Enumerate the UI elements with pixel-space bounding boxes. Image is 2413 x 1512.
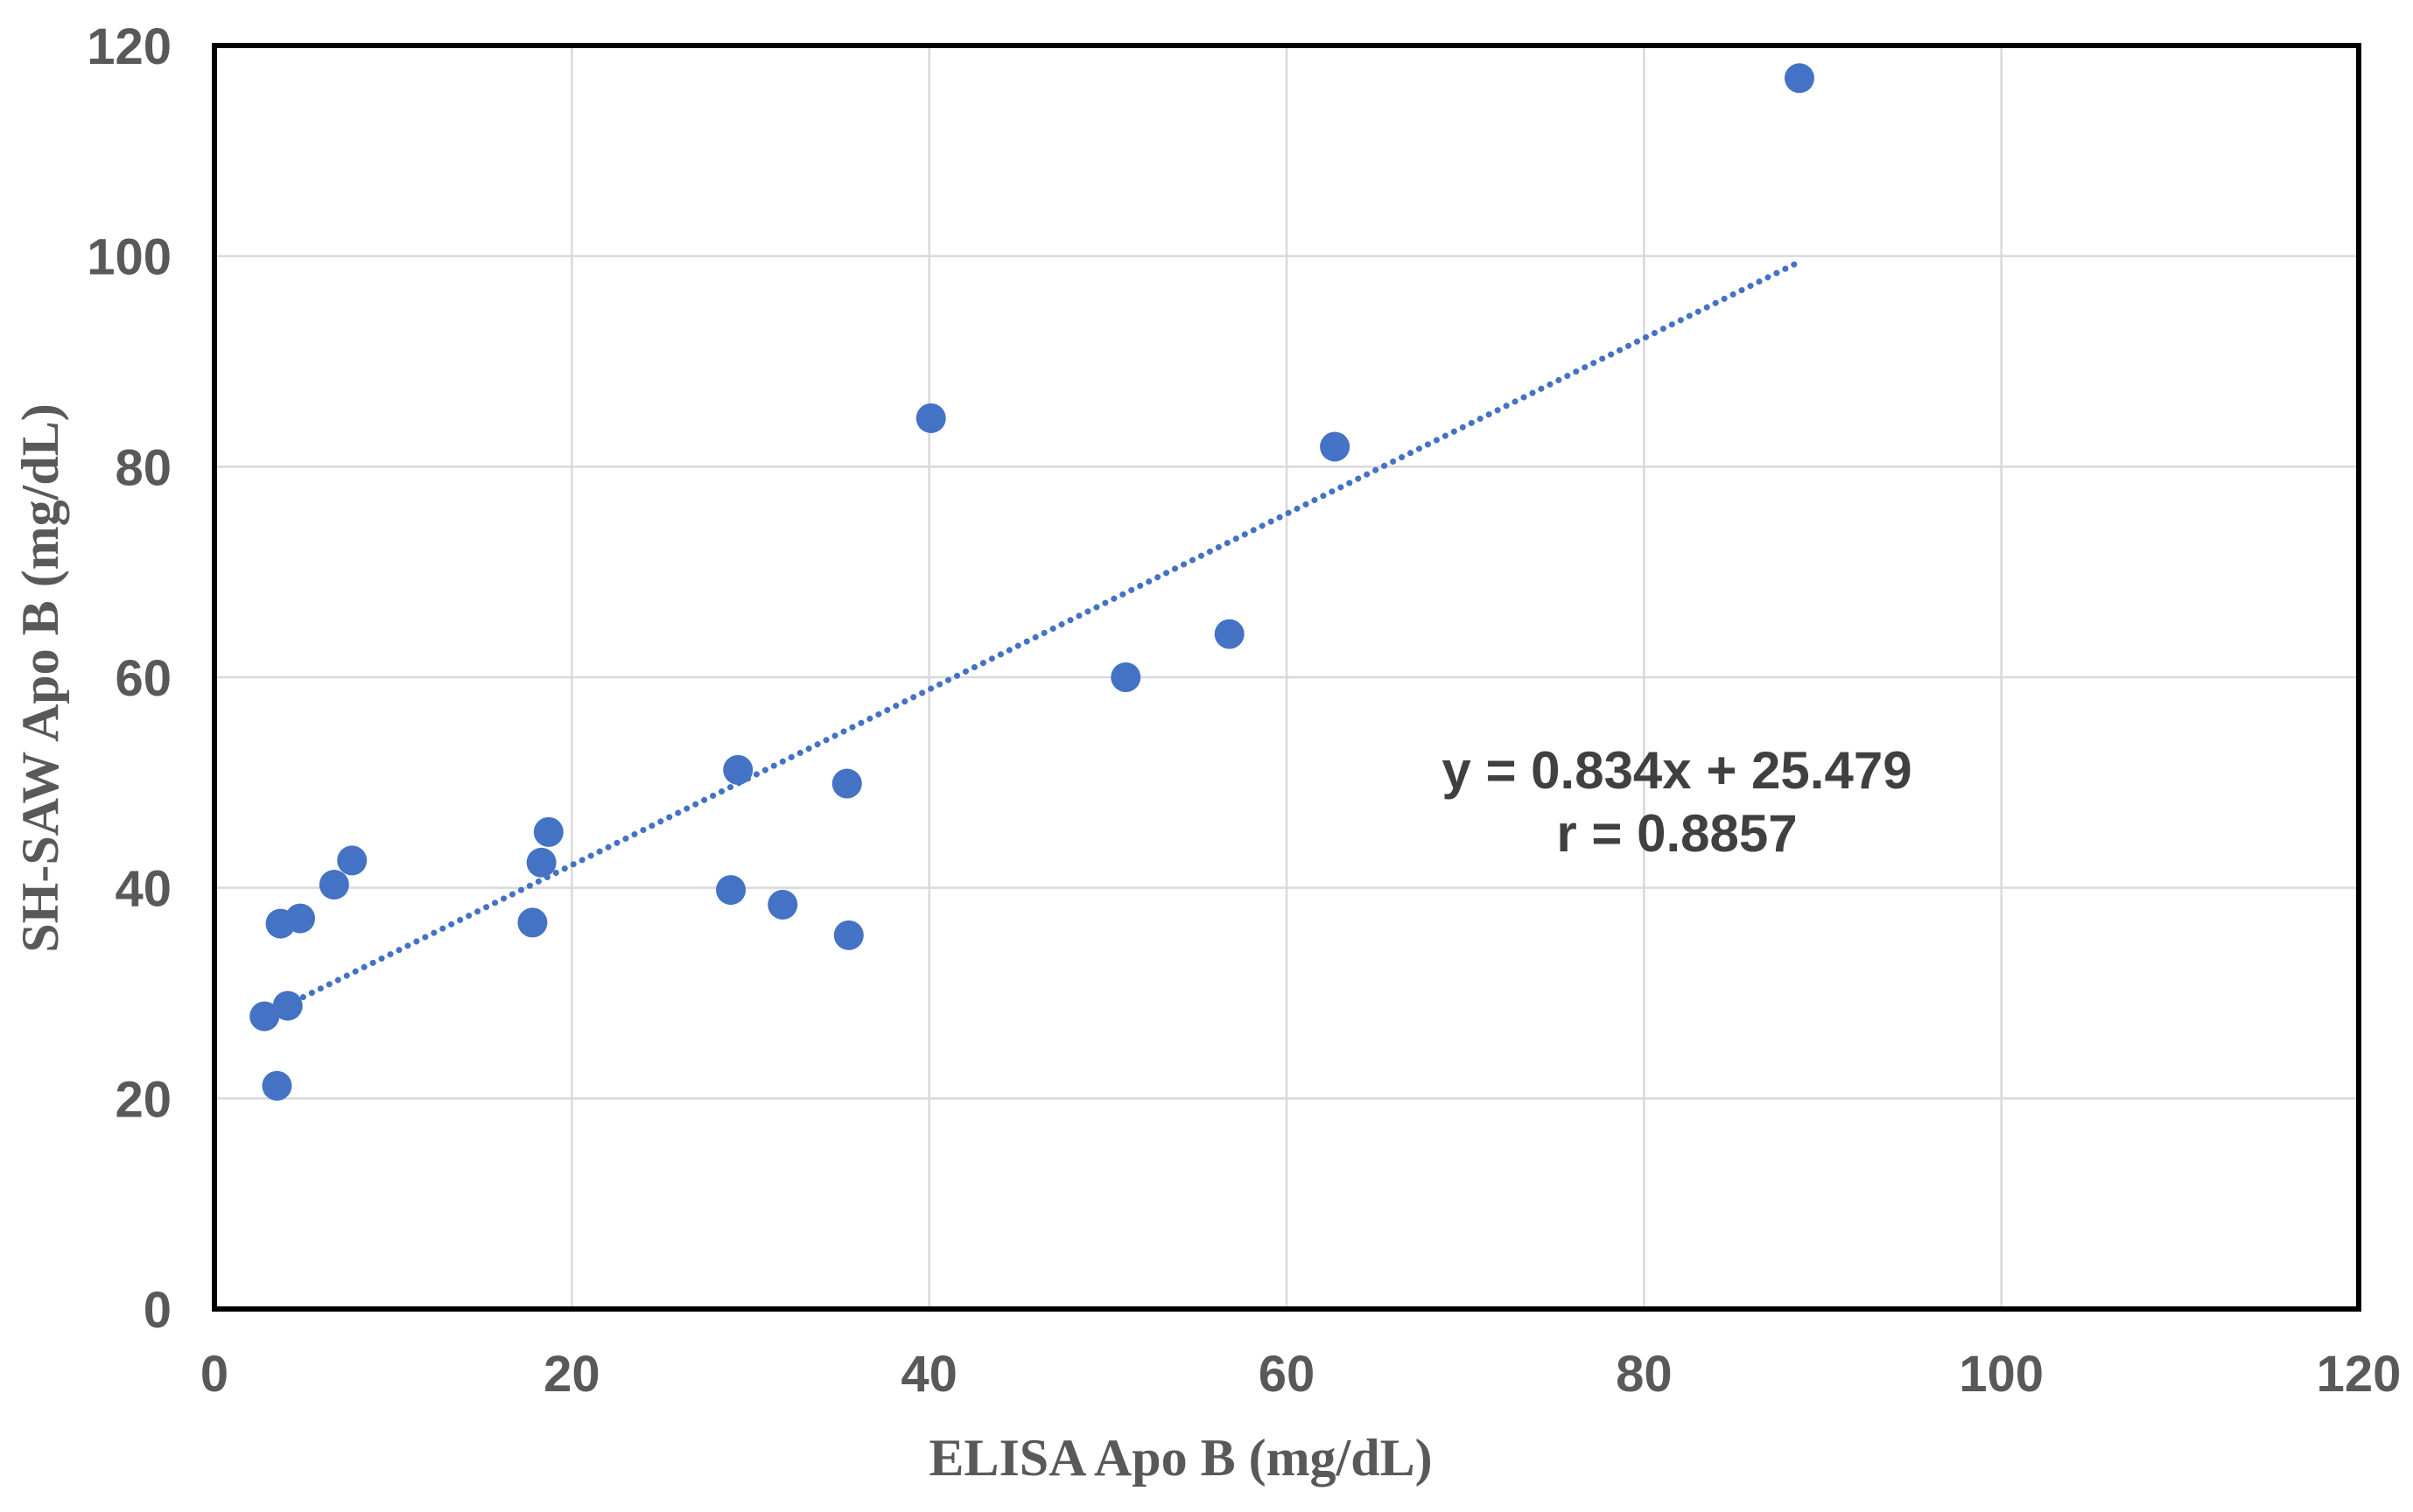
scatter-point bbox=[517, 907, 548, 938]
x-axis-title: ELISA Apo B (mg/dL) bbox=[929, 1429, 1432, 1487]
scatter-point bbox=[768, 889, 798, 920]
x-tick-label: 100 bbox=[1959, 1346, 2044, 1403]
scatter-point bbox=[319, 870, 349, 900]
scatter-point bbox=[249, 1001, 280, 1032]
x-tick-label: 120 bbox=[2317, 1346, 2402, 1403]
scatter-point bbox=[1111, 662, 1141, 692]
scatter-point bbox=[272, 990, 303, 1021]
x-tick-label: 80 bbox=[1616, 1346, 1673, 1403]
scatter-point bbox=[833, 920, 864, 950]
scatter-point bbox=[1784, 63, 1814, 94]
regression-equation: y = 0.834x + 25.479 bbox=[1441, 741, 1911, 800]
y-tick-label: 60 bbox=[115, 650, 172, 707]
scatter-point bbox=[337, 845, 368, 876]
scatter-point bbox=[915, 402, 946, 433]
y-axis-title: SH-SAW Apo B (mg/dL) bbox=[11, 403, 69, 952]
data-points bbox=[249, 63, 1814, 1101]
linear-trendline bbox=[273, 258, 1803, 1013]
x-tick-label: 40 bbox=[901, 1346, 957, 1403]
correlation-coefficient: r = 0.8857 bbox=[1556, 804, 1797, 863]
y-tick-label: 40 bbox=[115, 861, 172, 918]
scatter-point bbox=[1320, 431, 1350, 462]
scatter-point bbox=[533, 816, 564, 847]
y-tick-label: 120 bbox=[87, 18, 172, 75]
scatter-point bbox=[723, 754, 754, 785]
scatter-point bbox=[1214, 619, 1245, 649]
plot-area-frame bbox=[212, 43, 2361, 1312]
scatter-point bbox=[716, 875, 747, 906]
x-tick-label: 60 bbox=[1259, 1346, 1315, 1403]
y-tick-label: 100 bbox=[87, 229, 172, 286]
trendline-layer bbox=[273, 258, 1803, 1013]
y-axis-tick-labels: 0 20 40 60 80 100 120 bbox=[87, 18, 172, 1339]
scatter-point bbox=[285, 903, 315, 934]
y-tick-label: 80 bbox=[115, 439, 172, 496]
x-tick-label: 20 bbox=[544, 1346, 600, 1403]
y-tick-label: 0 bbox=[144, 1282, 172, 1339]
x-axis-tick-labels: 0 20 40 60 80 100 120 bbox=[200, 1346, 2402, 1403]
scatter-point bbox=[526, 847, 557, 878]
x-tick-label: 0 bbox=[200, 1346, 228, 1403]
y-tick-label: 20 bbox=[115, 1071, 172, 1128]
scatter-point bbox=[262, 1070, 292, 1101]
scatter-point bbox=[831, 768, 862, 799]
